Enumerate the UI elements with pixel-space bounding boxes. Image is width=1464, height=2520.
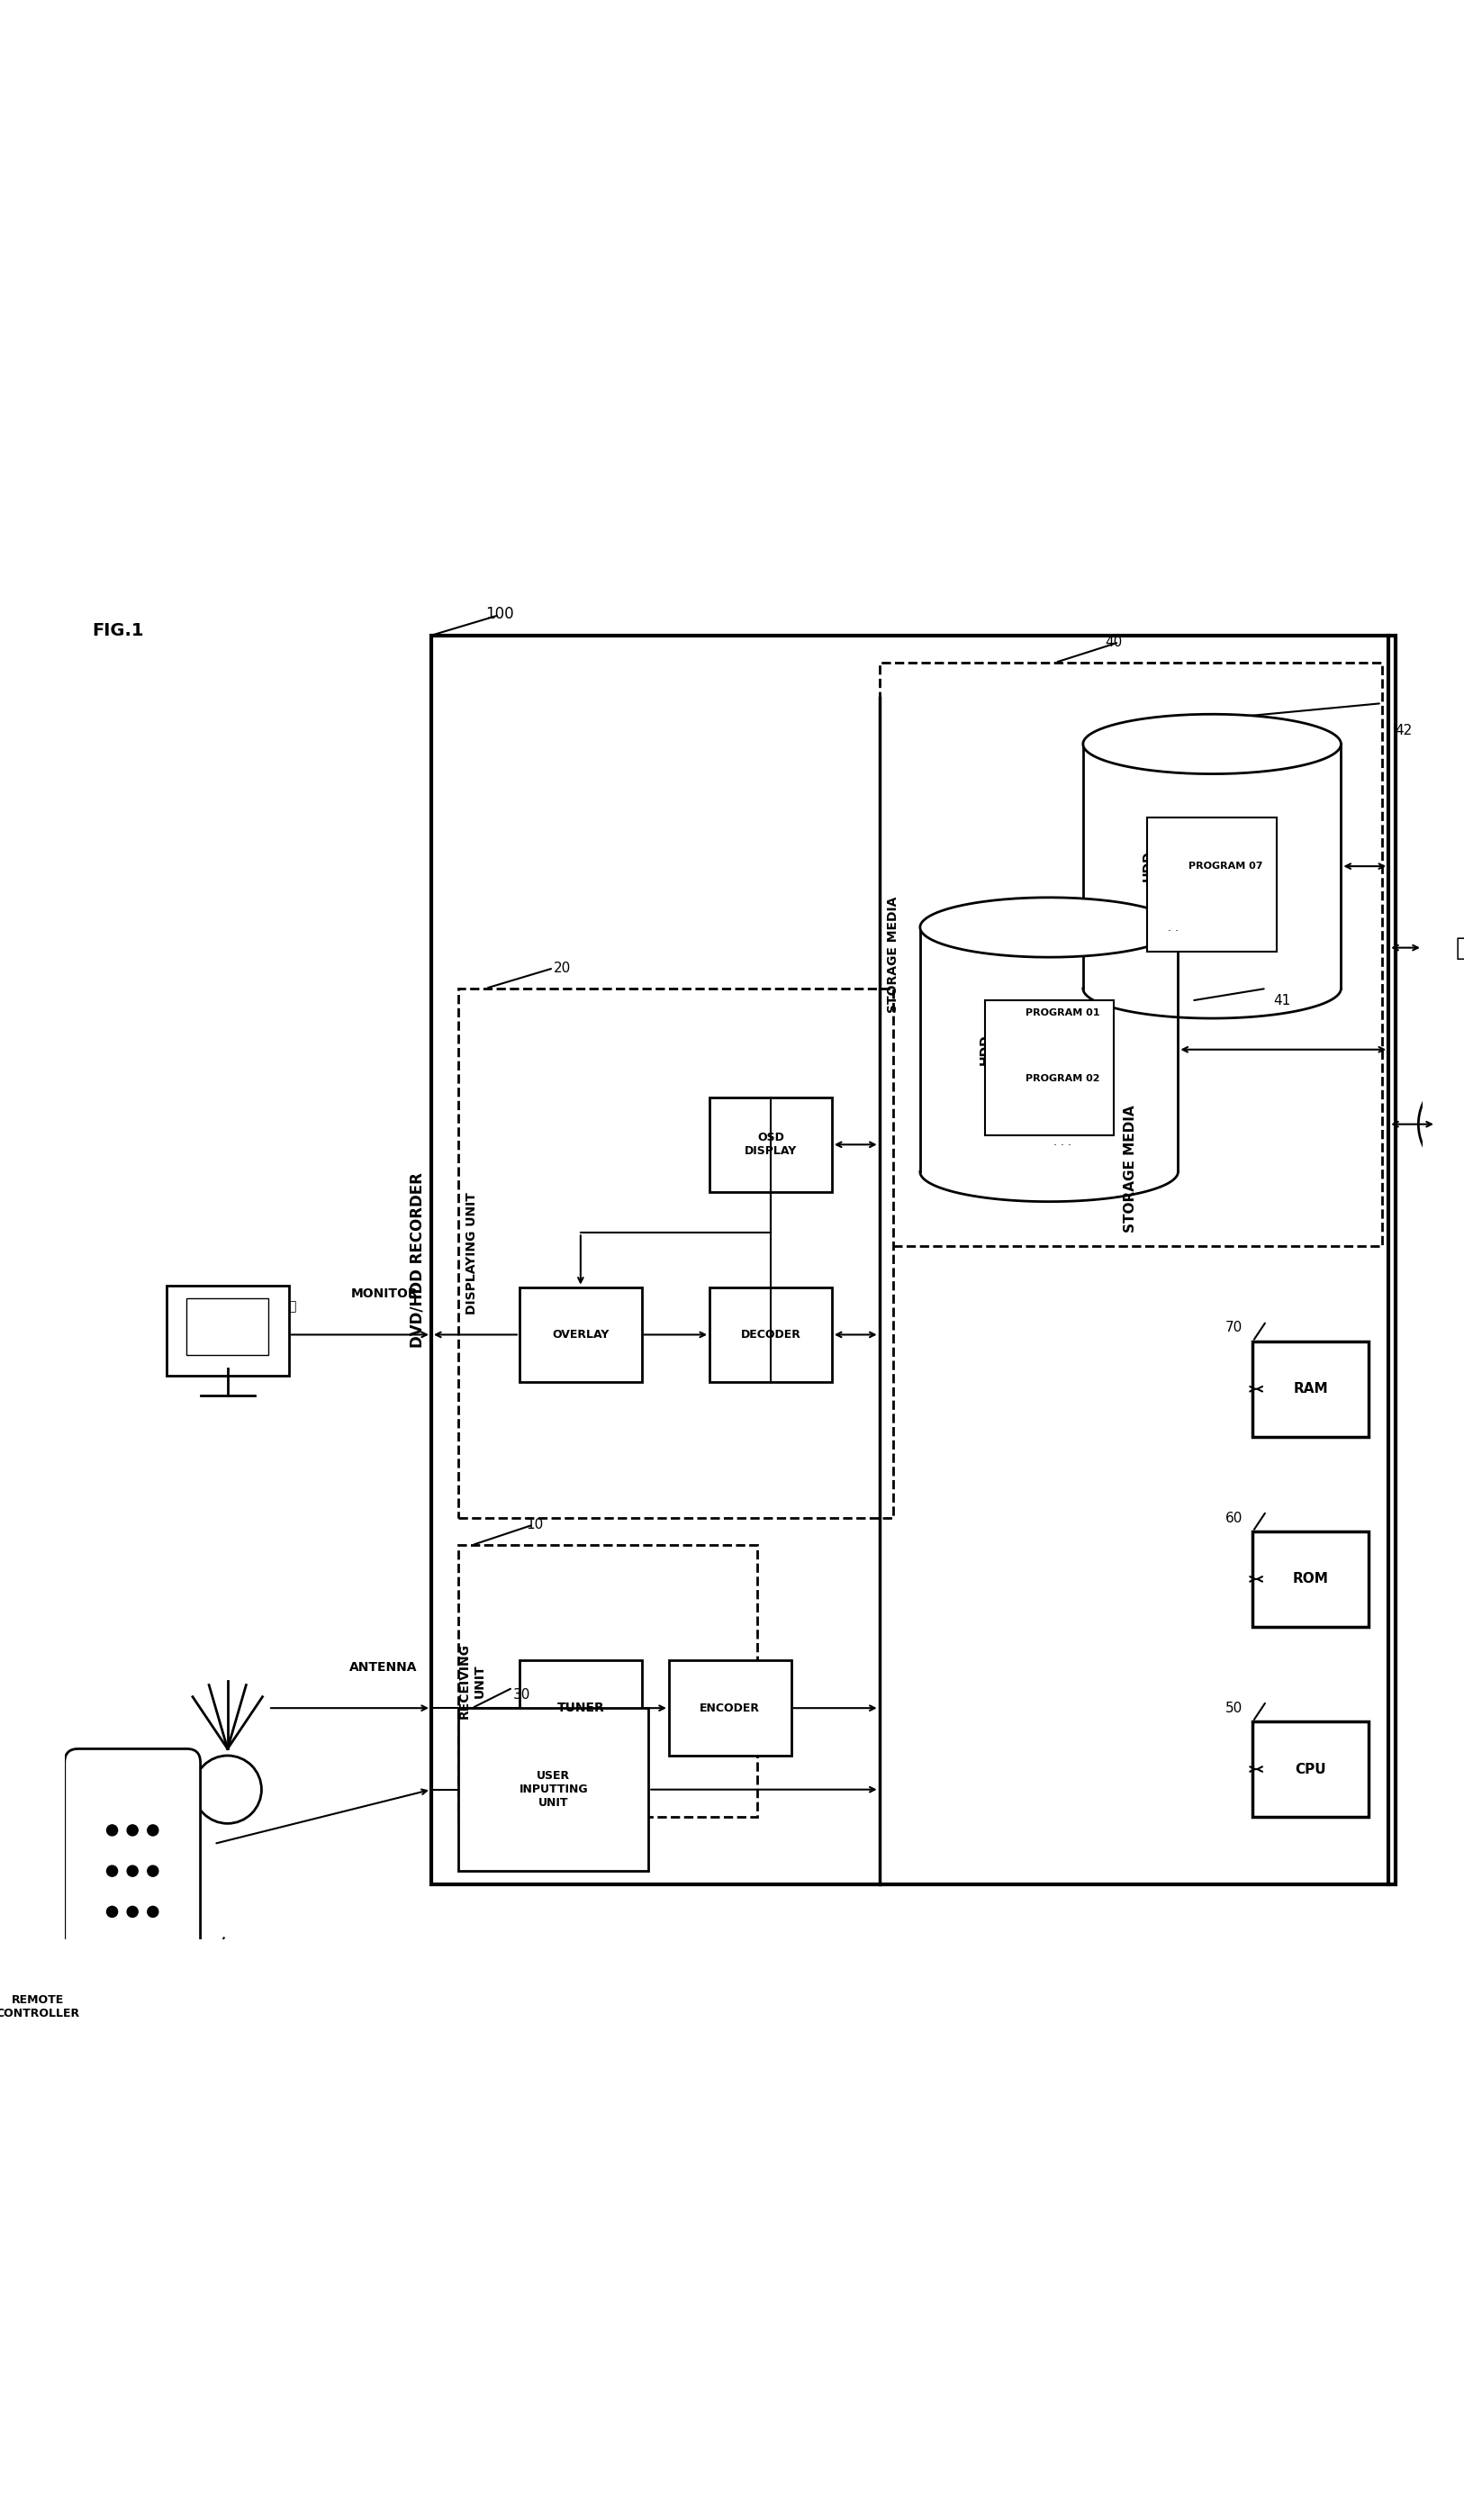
FancyBboxPatch shape [1148, 816, 1277, 953]
Text: . . .: . . . [1054, 1137, 1072, 1149]
Text: PROGRAM 01: PROGRAM 01 [1025, 1008, 1099, 1018]
FancyBboxPatch shape [985, 1000, 1114, 1134]
Text: 50: 50 [1225, 1701, 1243, 1714]
Circle shape [127, 1905, 138, 1918]
Circle shape [127, 1824, 138, 1835]
Text: TUNER: TUNER [556, 1701, 605, 1714]
Text: . .: . . [1168, 922, 1179, 932]
FancyBboxPatch shape [458, 1545, 757, 1817]
Text: RAM: RAM [1293, 1383, 1328, 1396]
Text: PROGRAM 07: PROGRAM 07 [1189, 862, 1263, 872]
Circle shape [148, 1905, 158, 1918]
Circle shape [148, 1865, 158, 1877]
Text: 60: 60 [1225, 1512, 1243, 1525]
Polygon shape [919, 927, 1179, 1172]
FancyBboxPatch shape [432, 635, 1395, 1885]
Text: OSD
DISPLAY: OSD DISPLAY [745, 1131, 796, 1157]
Text: 42: 42 [1395, 723, 1413, 738]
FancyBboxPatch shape [64, 1749, 201, 1966]
Text: OVERLAY: OVERLAY [552, 1328, 609, 1341]
Polygon shape [1083, 743, 1341, 988]
Text: FIG.1: FIG.1 [92, 622, 143, 640]
FancyBboxPatch shape [710, 1096, 832, 1192]
Text: REMOTE
CONTROLLER: REMOTE CONTROLLER [0, 1993, 79, 2019]
FancyBboxPatch shape [710, 1288, 832, 1381]
Text: 70: 70 [1225, 1320, 1243, 1336]
Text: ROM: ROM [1293, 1572, 1328, 1585]
Text: DECODER: DECODER [741, 1328, 801, 1341]
Circle shape [107, 1865, 117, 1877]
FancyBboxPatch shape [520, 1661, 641, 1756]
Circle shape [107, 1905, 117, 1918]
Text: 100: 100 [486, 605, 514, 622]
Circle shape [107, 1824, 117, 1835]
Circle shape [148, 1824, 158, 1835]
FancyBboxPatch shape [187, 1298, 268, 1356]
Text: 10: 10 [526, 1517, 543, 1532]
Text: 20: 20 [553, 960, 571, 975]
Text: HDD: HDD [1142, 852, 1154, 882]
Circle shape [127, 1865, 138, 1877]
FancyBboxPatch shape [1253, 1721, 1369, 1817]
FancyBboxPatch shape [1253, 1532, 1369, 1625]
Text: DISPLAYING UNIT: DISPLAYING UNIT [466, 1192, 479, 1315]
Text: STORAGE MEDIA: STORAGE MEDIA [1124, 1106, 1138, 1232]
FancyBboxPatch shape [669, 1661, 791, 1756]
Text: DVD/HDD RECORDER: DVD/HDD RECORDER [410, 1172, 426, 1348]
Text: CPU: CPU [1294, 1761, 1326, 1777]
Text: ENCODER: ENCODER [700, 1701, 760, 1714]
FancyBboxPatch shape [880, 663, 1382, 1247]
FancyBboxPatch shape [1253, 1341, 1369, 1436]
Text: HDD: HDD [978, 1033, 991, 1066]
Text: 🖫: 🖫 [1455, 935, 1464, 960]
Polygon shape [919, 897, 1179, 958]
FancyBboxPatch shape [520, 1288, 641, 1381]
Text: 41: 41 [1274, 993, 1290, 1008]
Text: 40: 40 [1105, 635, 1123, 650]
Text: RECEIVING
UNIT: RECEIVING UNIT [458, 1643, 486, 1719]
FancyBboxPatch shape [458, 988, 893, 1517]
Polygon shape [1083, 713, 1341, 774]
Text: STORAGE MEDIA: STORAGE MEDIA [887, 897, 899, 1013]
Text: 📷: 📷 [288, 1300, 296, 1313]
Text: PROGRAM 02: PROGRAM 02 [1025, 1074, 1099, 1084]
FancyBboxPatch shape [167, 1285, 288, 1376]
Text: MONITOR: MONITOR [350, 1288, 417, 1300]
Text: ANTENNA: ANTENNA [350, 1661, 417, 1673]
Text: USER
INPUTTING
UNIT: USER INPUTTING UNIT [518, 1769, 589, 1809]
FancyBboxPatch shape [458, 1709, 649, 1870]
Text: 30: 30 [512, 1688, 530, 1701]
